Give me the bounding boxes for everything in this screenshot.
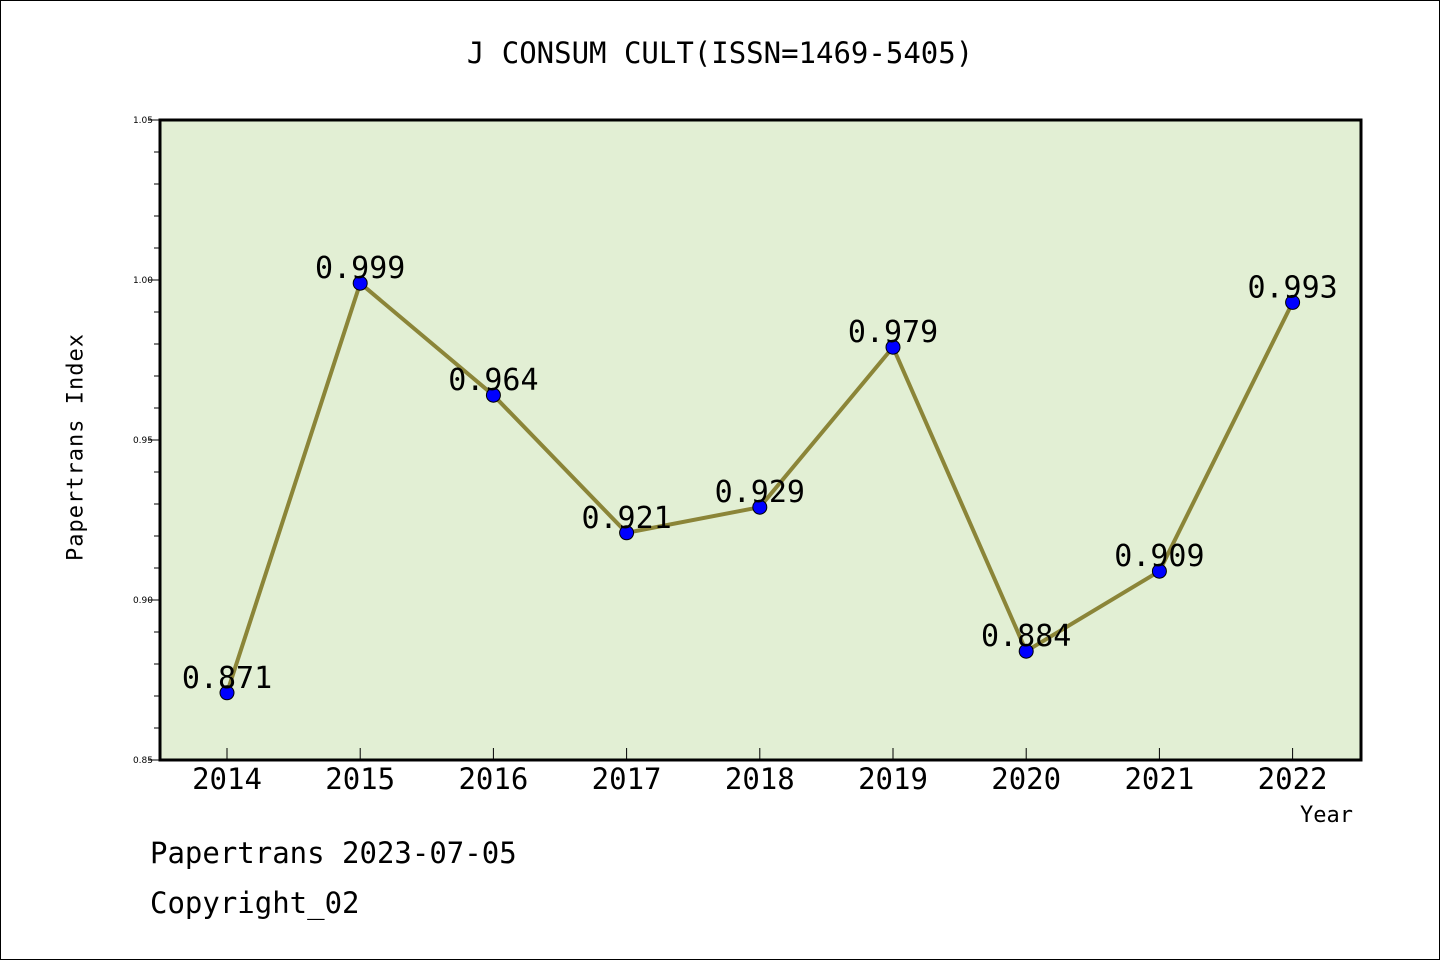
x-tick-label: 2020 — [991, 762, 1061, 796]
data-label: 0.871 — [182, 661, 272, 696]
x-axis: 2014 2015 2016 2017 2018 2019 2020 2021 2022 — [192, 748, 1328, 796]
data-label: 0.909 — [1114, 539, 1204, 574]
y-tick-label: 1.05 — [133, 116, 153, 126]
data-label: 0.884 — [981, 619, 1071, 654]
x-tick-label: 2022 — [1258, 762, 1328, 796]
x-tick-label: 2021 — [1124, 762, 1194, 796]
x-axis-label: Year — [1300, 803, 1353, 828]
data-label: 0.999 — [315, 251, 405, 286]
y-axis: 0.85 0.90 0.95 1.00 1.05 — [133, 116, 160, 766]
x-tick-label: 2019 — [858, 762, 928, 796]
data-point — [1285, 294, 1301, 310]
data-point — [1018, 643, 1034, 659]
y-tick-label: 0.85 — [133, 756, 153, 766]
data-label: 0.921 — [581, 501, 671, 536]
x-tick-label: 2015 — [325, 762, 395, 796]
data-point — [1151, 563, 1167, 579]
y-tick-label: 0.90 — [133, 596, 153, 606]
x-tick-label: 2016 — [458, 762, 528, 796]
data-label: 0.964 — [448, 363, 538, 398]
chart-title: J CONSUM CULT(ISSN=1469-5405) — [466, 36, 974, 70]
x-tick-label: 2014 — [192, 762, 262, 796]
footer-date: Papertrans 2023-07-05 — [150, 836, 517, 870]
data-point — [752, 499, 768, 515]
y-tick-label: 1.00 — [133, 276, 153, 286]
x-tick-label: 2017 — [592, 762, 662, 796]
footer-copyright: Copyright_02 — [150, 886, 360, 920]
data-label: 0.979 — [848, 315, 938, 350]
data-labels: 0.871 0.999 0.964 0.921 0.929 0.979 0.884 0.909… — [182, 251, 1338, 696]
data-points — [219, 275, 1301, 701]
x-tick-label: 2018 — [725, 762, 795, 796]
data-point — [619, 525, 635, 541]
data-label: 0.929 — [715, 475, 805, 510]
data-point — [485, 387, 501, 403]
data-point — [219, 685, 235, 701]
data-label: 0.993 — [1247, 270, 1337, 305]
y-axis-label: Papertrans Index — [63, 333, 89, 561]
y-tick-label: 0.95 — [133, 436, 153, 446]
plot-area — [158, 118, 1363, 762]
data-point — [352, 275, 368, 291]
data-point — [885, 339, 901, 355]
